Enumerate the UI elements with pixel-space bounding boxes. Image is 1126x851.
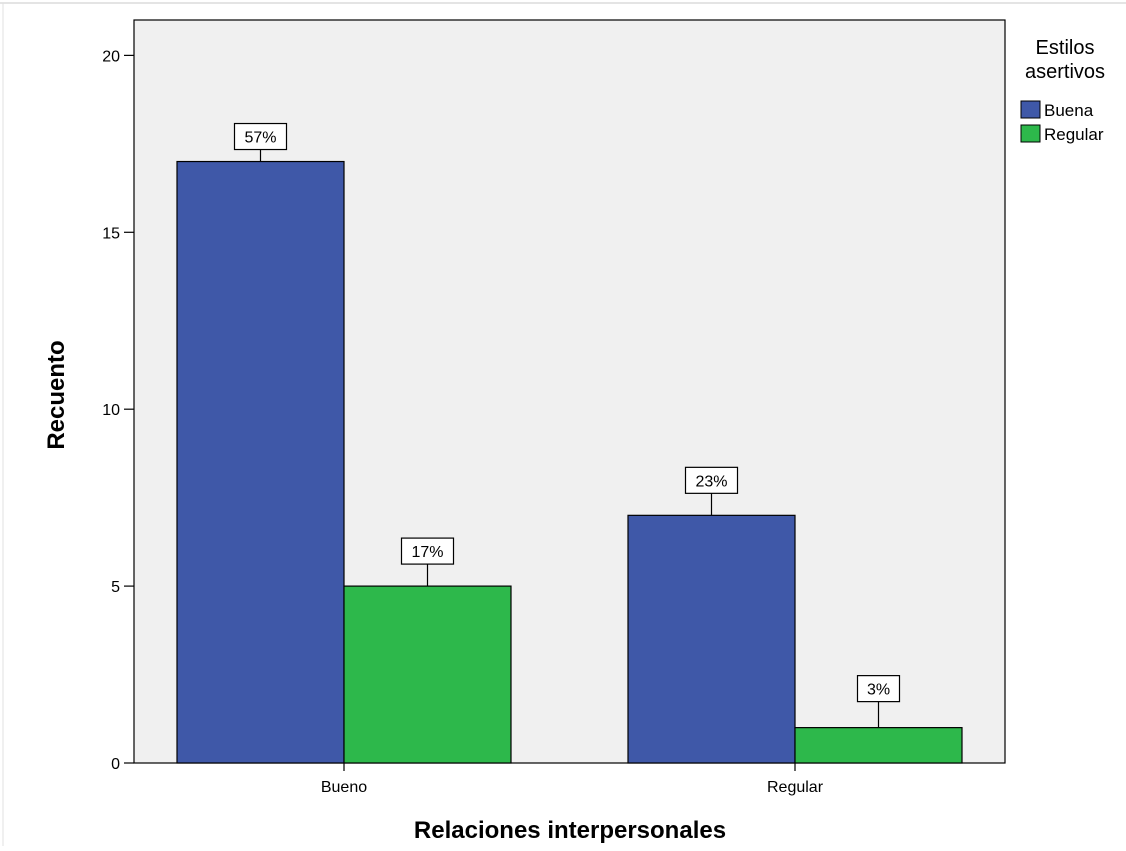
legend-label: Buena — [1044, 101, 1094, 120]
x-axis-title: Relaciones interpersonales — [414, 817, 726, 844]
data-label: 17% — [411, 544, 443, 561]
data-label: 23% — [695, 473, 727, 490]
y-axis-title: Recuento — [43, 340, 70, 449]
data-label-box — [233, 122, 288, 151]
y-tick-label: 0 — [111, 756, 120, 773]
data-label-box — [400, 537, 455, 565]
legend-swatch — [1020, 100, 1041, 119]
legend-title: Estilos — [1036, 37, 1095, 59]
y-axis: 0 5 10 15 20 — [102, 48, 134, 773]
bars — [176, 160, 963, 764]
bar-regular-bueno — [343, 585, 512, 764]
y-tick-label: 10 — [102, 402, 120, 419]
y-tick-label: 15 — [102, 225, 120, 242]
legend-swatch — [1020, 124, 1041, 143]
y-tick-label: 20 — [102, 48, 120, 65]
x-axis: Bueno Regular — [321, 763, 824, 796]
data-labels: 57% 17% 23% 3% — [233, 122, 901, 728]
data-label: 57% — [244, 130, 276, 147]
bar-buena-bueno — [176, 160, 345, 764]
legend-label: Regular — [1044, 125, 1104, 144]
x-tick-label: Bueno — [321, 779, 367, 796]
bar-regular-regular — [794, 727, 963, 764]
bar-buena-regular — [627, 514, 796, 764]
y-tick-label: 5 — [111, 579, 120, 596]
data-label: 3% — [867, 682, 890, 699]
x-tick-label: Regular — [767, 779, 824, 796]
data-label-box — [856, 675, 901, 703]
data-label-box — [684, 466, 739, 494]
legend-title: asertivos — [1025, 61, 1105, 83]
